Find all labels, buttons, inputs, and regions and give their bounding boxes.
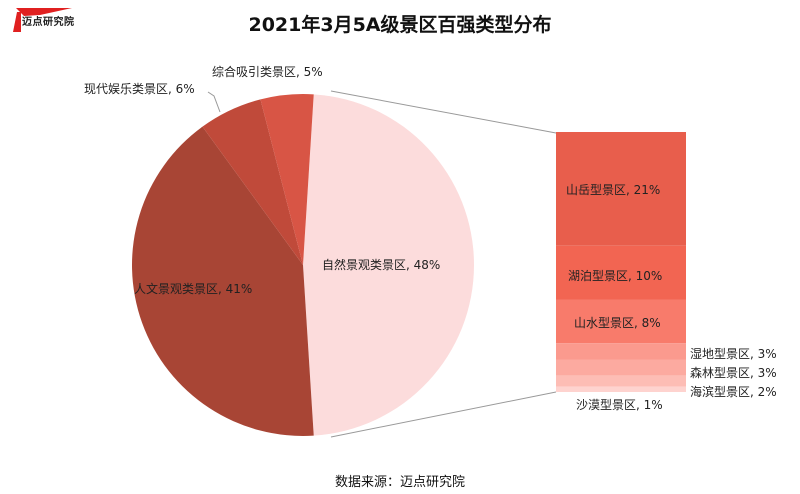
- breakdown-bar: [556, 132, 686, 392]
- label-haibin: 海滨型景区, 2%: [690, 385, 777, 399]
- pie-slice: [260, 94, 314, 265]
- bar-segment: [556, 375, 686, 387]
- bar-segment: [556, 359, 686, 376]
- label-shanyue: 山岳型景区, 21%: [566, 183, 661, 197]
- logo-icon: [13, 8, 72, 32]
- data-source: 数据来源：迈点研究院: [334, 475, 465, 490]
- bar-segment: [556, 343, 686, 360]
- label-hubo: 湖泊型景区, 10%: [568, 269, 663, 283]
- connector-line-top: [330, 90, 557, 134]
- label-shidi: 湿地型景区, 3%: [690, 347, 777, 361]
- label-xiandai: 现代娱乐类景区, 6%: [84, 82, 195, 96]
- connector-line-bottom: [330, 391, 557, 438]
- label-zonghe: 综合吸引类景区, 5%: [212, 65, 323, 79]
- bar-segment: [556, 245, 686, 300]
- pie: [132, 94, 474, 437]
- leader-line-xiandai: [207, 91, 221, 113]
- logo-text: 迈点研究院: [22, 17, 75, 28]
- label-ziran: 自然景观类景区, 48%: [322, 258, 441, 272]
- chart-title: 2021年3月5A级景区百强类型分布: [248, 14, 552, 36]
- pie-slice: [132, 126, 314, 437]
- label-renwen: 人文景观类景区, 41%: [134, 282, 253, 296]
- bar-segment: [556, 299, 686, 344]
- pie-slice: [303, 94, 474, 436]
- pie-slice: [202, 99, 303, 265]
- label-shanshui: 山水型景区, 8%: [574, 316, 661, 330]
- label-shamo: 沙漠型景区, 1%: [576, 398, 663, 412]
- label-senlin: 森林型景区, 3%: [690, 366, 777, 380]
- bar-segment: [556, 386, 686, 392]
- bar-segment: [556, 132, 686, 246]
